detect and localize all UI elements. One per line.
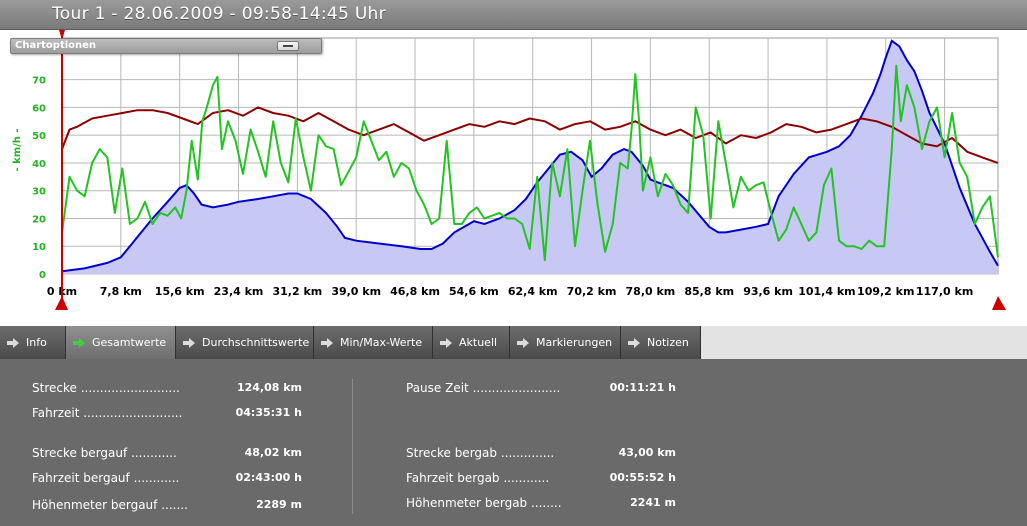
tab-notizen-label: Notizen [647,336,689,349]
stat-value: 04:35:31 h [235,406,302,419]
tab-min-max-werte[interactable]: Min/Max-Werte [314,326,433,359]
stat-label: Strecke bergab .............. [406,446,555,460]
arrow-right-icon [516,337,530,349]
y-tick-label: 20 [32,214,46,225]
y-tick-label: 30 [32,187,46,198]
tab-bar: Info Gesamtwerte Durchschnittswerte Min/… [0,326,1027,359]
chart-options-label: Chartoptionen [15,40,97,51]
x-tick-label: 54,6 km [449,285,499,298]
y-tick-label: 50 [32,131,46,142]
arrow-right-icon [320,337,334,349]
elevation-area [62,40,998,274]
start-marker-icon [59,30,65,40]
minimize-icon[interactable] [277,41,299,51]
arrow-right-icon [72,337,86,349]
x-tick-label: 7,8 km [100,285,142,298]
x-tick-label: 15,6 km [155,285,205,298]
tab-aktuell[interactable]: Aktuell [433,326,510,359]
x-tick-label: 46,8 km [390,285,440,298]
elevation-line [61,39,999,273]
x-tick-label: 109,2 km [857,285,914,298]
y-tick-label: 60 [32,103,46,114]
stat-value: 02:43:00 h [235,471,302,484]
arrow-right-icon [439,337,453,349]
x-tick-label: 23,4 km [214,285,264,298]
x-tick-label: 101,4 km [798,285,855,298]
x-tick-label: 70,2 km [567,285,617,298]
stat-label: Höhenmeter bergauf ....... [32,498,188,512]
y-tick-label: 0 [39,270,46,281]
end-handle-icon [992,296,1006,310]
tab-durchschnittswerte-label: Durchschnittswerte [202,336,310,349]
tab-min-max-werte-label: Min/Max-Werte [340,336,423,349]
stat-value: 43,00 km [618,446,676,459]
tab-aktuell-label: Aktuell [459,336,498,349]
stat-value: 2289 m [256,498,302,511]
series-line-red [61,106,999,164]
tab-durchschnittswerte[interactable]: Durchschnittswerte [176,326,314,359]
stat-label: Höhenmeter bergab ........ [406,496,562,510]
tab-gesamtwerte[interactable]: Gesamtwerte [66,326,176,359]
chart-options-bar[interactable]: Chartoptionen [10,38,322,54]
tab-gesamtwerte-label: Gesamtwerte [92,336,167,349]
x-tick-label: 117,0 km [916,285,973,298]
x-tick-label: 62,4 km [508,285,558,298]
arrow-right-icon [182,337,196,349]
stats-panel: Strecke .......................... 124,0… [0,359,1027,526]
arrow-right-icon [627,337,641,349]
stat-value: 48,02 km [244,446,302,459]
start-handle-icon [55,296,68,310]
arrow-right-icon [6,337,20,349]
stat-value: 00:55:52 h [609,471,676,484]
y-tick-label: 10 [32,242,46,253]
x-tick-label: 85,8 km [684,285,734,298]
column-divider [352,379,353,514]
x-tick-label: 31,2 km [272,285,322,298]
tab-markierungen-label: Markierungen [536,336,613,349]
tab-markierungen[interactable]: Markierungen [510,326,621,359]
x-tick-label: 78,0 km [626,285,676,298]
tab-info[interactable]: Info [0,326,66,359]
stat-label: Fahrzeit .......................... [32,406,183,420]
stat-label: Strecke bergauf ............ [32,446,177,460]
x-tick-label: 39,0 km [331,285,381,298]
stat-value: 2241 m [630,496,676,509]
y-axis-label: - km/h - [12,128,23,171]
stat-label: Fahrzeit bergab ............ [406,471,550,485]
y-tick-label: 40 [32,159,46,170]
tab-notizen[interactable]: Notizen [621,326,701,359]
x-tick-label: 93,6 km [743,285,793,298]
stat-value: 00:11:21 h [609,381,676,394]
chart-area: 0 10 20 30 40 50 60 70 0 km 7,8 km 15,6 km 23,4 km 3… [0,30,1027,326]
page-title: Tour 1 - 28.06.2009 - 09:58-14:45 Uhr [52,4,386,24]
speed-line [61,64,999,262]
tab-info-label: Info [26,336,47,349]
window-titlebar: Tour 1 - 28.06.2009 - 09:58-14:45 Uhr [0,0,1027,30]
stat-label: Fahrzeit bergauf ............ [32,471,180,485]
y-tick-label: 70 [32,76,46,87]
stat-label: Pause Zeit ....................... [406,381,561,395]
stat-label: Strecke .......................... [32,381,180,395]
stat-value: 124,08 km [236,381,302,394]
